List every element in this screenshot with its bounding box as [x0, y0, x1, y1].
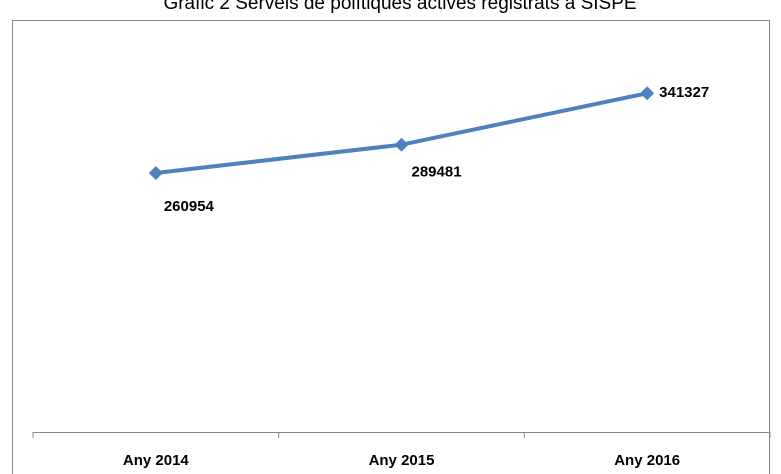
data-label: 289481	[412, 164, 462, 181]
x-tick-label: Any 2015	[369, 452, 435, 469]
marker	[640, 86, 655, 101]
data-label: 260954	[164, 198, 215, 215]
marker	[148, 166, 163, 181]
marker	[394, 137, 409, 152]
chart-title: Gràfic 2 Serveis de polítiques actives r…	[163, 0, 636, 14]
x-tick-label: Any 2016	[614, 452, 680, 469]
x-tick-label: Any 2014	[123, 452, 190, 469]
data-label: 341327	[659, 84, 709, 101]
chart-frame	[12, 20, 770, 474]
